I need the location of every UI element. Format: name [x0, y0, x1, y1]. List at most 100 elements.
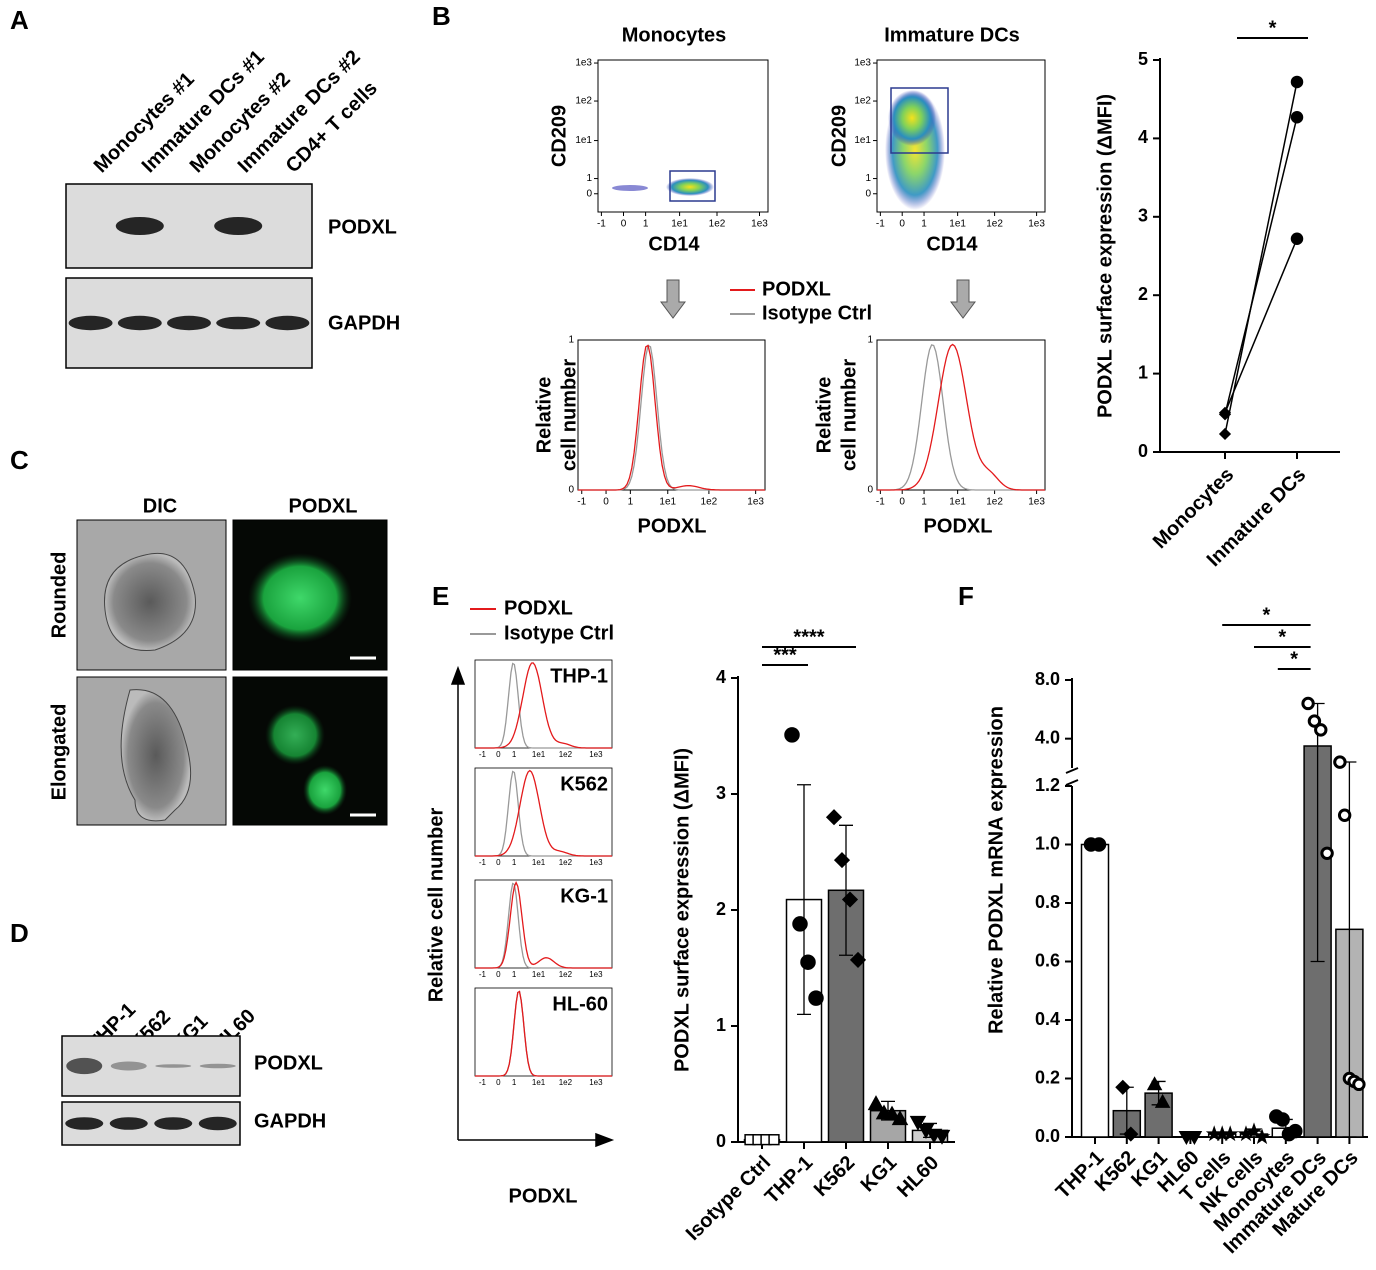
band: [155, 1064, 192, 1068]
data-point: [1154, 1093, 1171, 1108]
x-tick-label: 0: [899, 497, 905, 508]
histogram-label: KG-1: [560, 885, 608, 907]
histogram-curve: [877, 343, 1045, 491]
histogram-curve: [578, 344, 765, 491]
blot-label: PODXL: [328, 216, 397, 238]
significance-label: *: [1263, 604, 1271, 626]
y-tick-label: 1e1: [854, 135, 871, 146]
axis-title: PODXL surface expression (ΔMFI): [1094, 94, 1116, 418]
x-tick-label: -1: [876, 219, 885, 230]
x-tick-label: 1e2: [559, 1078, 573, 1087]
y-tick-label: 0.8: [1035, 892, 1060, 912]
y-tick-label: 1: [867, 335, 873, 346]
data-point: [867, 1095, 885, 1111]
x-tick-label: 1: [643, 219, 649, 230]
x-tick-label: 1e3: [747, 497, 764, 508]
x-tick-label: -1: [597, 219, 606, 230]
x-tick-label: 1: [921, 219, 927, 230]
data-point: [833, 852, 851, 869]
x-tick-label: 1e1: [532, 1078, 546, 1087]
y-tick-label: 1: [865, 173, 871, 184]
data-point: [784, 727, 800, 743]
histogram-label: THP-1: [550, 665, 608, 687]
x-tick-label: 1e3: [589, 970, 603, 979]
x-tick-label: -1: [876, 497, 885, 508]
blot-label: GAPDH: [254, 1110, 326, 1132]
plot-title: Immature DCs: [884, 24, 1020, 46]
band: [66, 1057, 103, 1075]
x-tick-label: 1e3: [589, 750, 603, 759]
x-tick-label: -1: [577, 497, 586, 508]
significance-label: ***: [773, 644, 797, 666]
y-tick-label: 1e3: [575, 58, 592, 69]
y-tick-label: 0.2: [1035, 1067, 1060, 1087]
data-point: [891, 1110, 909, 1126]
significance-label: *: [1290, 648, 1298, 670]
histogram-curve: [578, 344, 765, 491]
data-point: [909, 1115, 927, 1131]
x-tick-label: KG1: [857, 1152, 902, 1197]
x-tick-label: 1e3: [589, 858, 603, 867]
x-tick-label: 1e2: [701, 497, 718, 508]
y-tick-label: 1.0: [1035, 833, 1060, 853]
data-point: [1146, 1076, 1163, 1091]
legend-label: Isotype Ctrl: [504, 622, 614, 644]
x-tick-label: 0: [899, 219, 905, 230]
histogram-label: K562: [560, 773, 608, 795]
data-point: [1245, 1122, 1263, 1139]
panel-label: F: [958, 581, 974, 611]
data-point: [1123, 1126, 1139, 1142]
x-tick-label: 1e1: [949, 497, 966, 508]
y-tick-label: 1e2: [854, 96, 871, 107]
x-tick-label: 0: [496, 858, 501, 867]
x-tick-label: -1: [479, 858, 487, 867]
axis-title: Relative: [813, 377, 835, 454]
significance-label: *: [1278, 626, 1286, 648]
x-tick-label: 1e1: [671, 219, 688, 230]
error-bar: [839, 824, 853, 956]
y-tick-label: 3: [716, 783, 726, 803]
x-tick-label: 0: [603, 497, 609, 508]
x-tick-label: 1e2: [986, 497, 1003, 508]
plot-title: Monocytes: [622, 24, 726, 46]
x-tick-label: 1e2: [986, 219, 1003, 230]
legend-label: PODXL: [504, 597, 573, 619]
column-label: DIC: [143, 495, 177, 517]
x-tick-label: 1e1: [532, 858, 546, 867]
x-tick-label: K562: [810, 1152, 859, 1201]
y-tick-label: 0: [867, 485, 873, 496]
row-label: Rounded: [48, 552, 70, 639]
axis-break: [1065, 779, 1079, 786]
cell: [120, 689, 192, 822]
y-tick-label: 2: [1138, 284, 1148, 304]
y-tick-label: 1: [586, 173, 592, 184]
panel-label: E: [432, 581, 449, 611]
axis-title: Relative: [533, 377, 555, 454]
plot-frame: [577, 339, 766, 491]
bar: [1080, 843, 1110, 1138]
significance-label: *: [1269, 17, 1277, 39]
data-point: [800, 954, 816, 970]
axis-title: CD209: [548, 105, 570, 167]
histogram-curve: [475, 662, 612, 749]
y-tick-label: 0.0: [1035, 1126, 1060, 1146]
band: [110, 1061, 147, 1071]
gate: [669, 170, 716, 202]
y-tick-label: 1: [1138, 362, 1148, 382]
plot-frame: [876, 339, 1046, 491]
x-tick-label: 1e1: [659, 497, 676, 508]
x-tick-label: Isotype Ctrl: [682, 1152, 775, 1245]
axis-title: CD14: [926, 233, 978, 255]
gate: [890, 87, 949, 154]
y-tick-label: 3: [1138, 206, 1148, 226]
y-tick-label: 1e2: [575, 96, 592, 107]
y-tick-label: 0: [1138, 441, 1148, 461]
data-point: [1253, 1128, 1271, 1145]
data-point: [1288, 1123, 1303, 1139]
axis-title: PODXL: [924, 515, 993, 537]
axis-title: Relative PODXL mRNA expression: [985, 706, 1007, 1034]
band: [199, 1063, 236, 1069]
arrow: [660, 279, 686, 319]
x-tick-label: 1e3: [589, 1078, 603, 1087]
data-point: [1301, 696, 1315, 711]
